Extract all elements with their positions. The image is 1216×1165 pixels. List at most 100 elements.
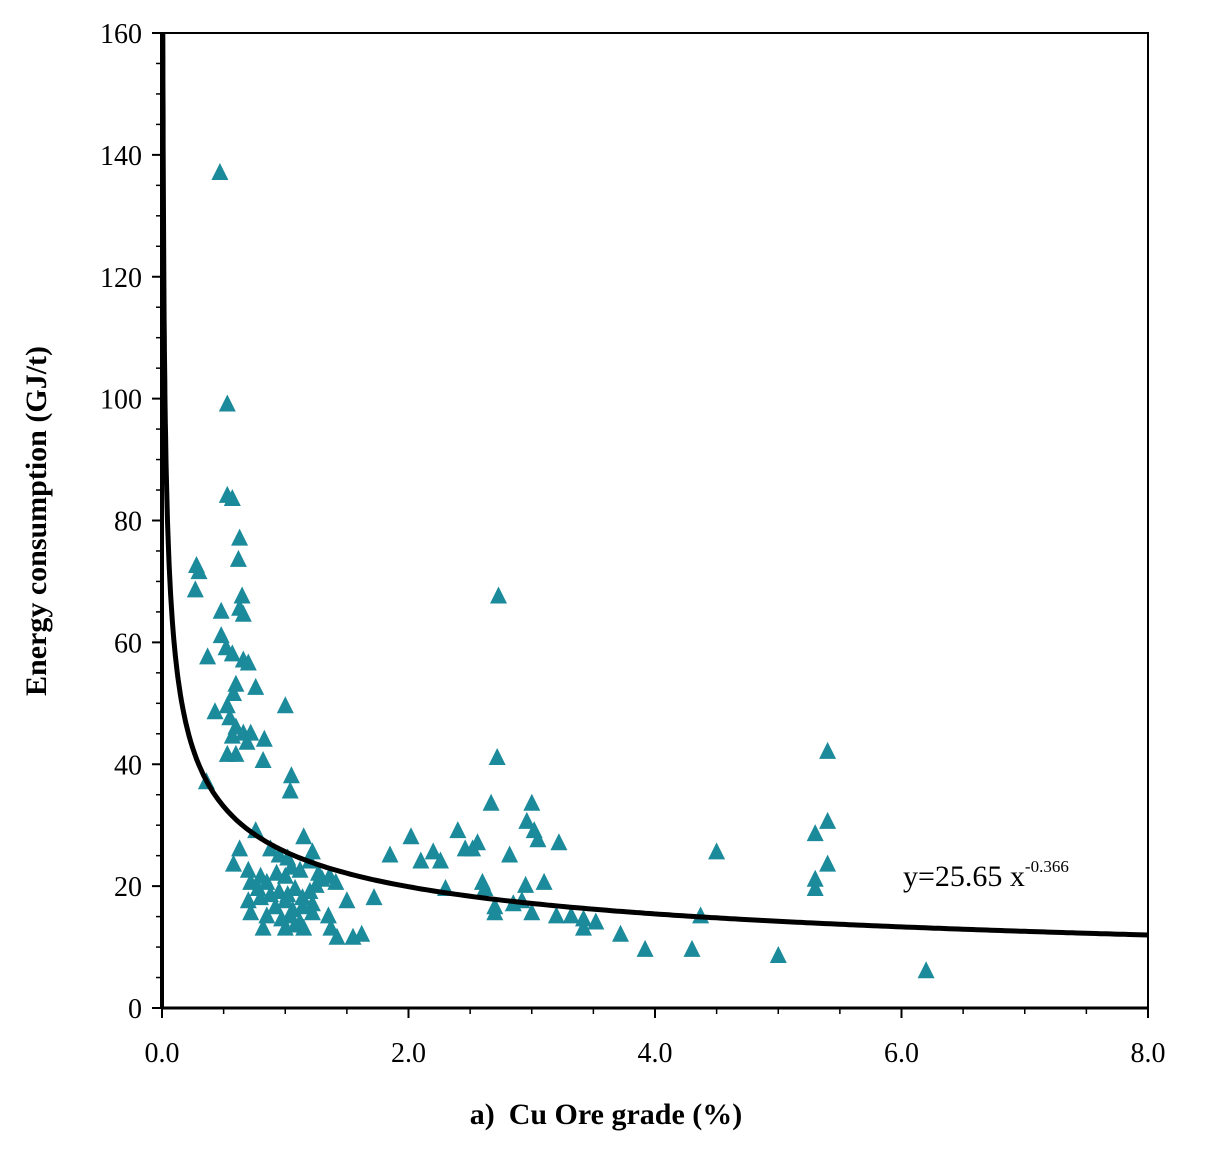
data-point-marker bbox=[402, 827, 420, 845]
data-point-marker bbox=[295, 827, 313, 845]
data-point-marker bbox=[225, 854, 242, 872]
data-point-marker bbox=[276, 696, 294, 714]
data-point-marker bbox=[917, 961, 935, 979]
x-tick-label: 4.0 bbox=[638, 1038, 673, 1069]
data-point-marker bbox=[262, 839, 279, 857]
x-tick-label: 2.0 bbox=[391, 1038, 426, 1069]
data-point-marker bbox=[233, 586, 251, 604]
data-point-marker bbox=[806, 879, 824, 896]
data-point-marker bbox=[575, 909, 592, 927]
data-point-marker bbox=[486, 903, 504, 921]
data-point-marker bbox=[476, 879, 494, 896]
data-point-marker bbox=[353, 924, 371, 942]
data-point-marker bbox=[255, 729, 273, 747]
data-point-marker bbox=[238, 732, 256, 750]
x-axis-title: a) Cu Ore grade (%) bbox=[470, 1098, 743, 1131]
data-point-marker bbox=[535, 872, 553, 890]
data-point-marker bbox=[327, 872, 345, 890]
data-point-marker bbox=[206, 702, 224, 720]
y-tick-label: 140 bbox=[100, 141, 142, 172]
equation-base: y=25.65 x bbox=[903, 860, 1025, 893]
data-point-marker bbox=[254, 918, 272, 936]
data-point-marker bbox=[381, 845, 399, 863]
y-tick-label: 100 bbox=[100, 385, 142, 416]
data-point-marker bbox=[212, 601, 230, 619]
data-point-marker bbox=[227, 744, 245, 762]
data-point-marker bbox=[338, 891, 356, 909]
y-axis-title: Energy consumption (GJ/t) bbox=[20, 346, 53, 696]
trend-line bbox=[160, 32, 1149, 938]
data-point-marker bbox=[322, 918, 340, 936]
data-point-marker bbox=[501, 845, 519, 863]
data-point-marker bbox=[412, 851, 430, 869]
data-point-marker bbox=[247, 677, 265, 695]
data-point-marker bbox=[239, 860, 257, 878]
data-point-marker bbox=[276, 891, 294, 909]
tick-labels: 0 20 40 60 80 100 120 140 160 0.0 2.0 4.0 6.0 8.0 bbox=[100, 19, 1166, 1069]
data-point-marker bbox=[482, 793, 500, 811]
data-point-marker bbox=[212, 626, 230, 644]
y-tick-label: 20 bbox=[114, 872, 142, 903]
data-point-marker bbox=[227, 674, 245, 692]
data-point-marker bbox=[295, 918, 313, 936]
y-tick-label: 160 bbox=[100, 19, 142, 50]
data-point-marker bbox=[612, 924, 629, 942]
x-tick-label: 6.0 bbox=[884, 1038, 919, 1069]
data-point-marker bbox=[523, 793, 541, 811]
x-axis-title-text: Cu Ore grade (%) bbox=[509, 1098, 743, 1131]
data-point-marker bbox=[221, 708, 239, 726]
data-point-marker bbox=[424, 842, 442, 860]
data-point-marker bbox=[291, 860, 309, 878]
trendline-equation: y=25.65 x-0.366 bbox=[903, 857, 1069, 893]
data-point-marker bbox=[529, 830, 547, 848]
data-point-marker bbox=[223, 489, 241, 506]
data-point-marker bbox=[469, 833, 486, 851]
data-point-marker bbox=[587, 912, 605, 930]
y-tick-label: 80 bbox=[114, 507, 142, 538]
data-point-marker bbox=[225, 684, 242, 701]
data-point-marker bbox=[550, 833, 568, 851]
data-point-marker bbox=[239, 891, 257, 909]
data-point-marker bbox=[286, 879, 304, 896]
data-point-marker bbox=[636, 939, 654, 957]
data-point-marker bbox=[365, 888, 383, 906]
data-point-marker bbox=[218, 394, 236, 412]
data-point-marker bbox=[231, 528, 249, 546]
data-point-marker bbox=[683, 939, 701, 957]
data-point-marker bbox=[303, 894, 321, 912]
data-point-marker bbox=[211, 163, 229, 180]
data-point-marker bbox=[518, 811, 536, 829]
data-point-marker bbox=[294, 888, 311, 906]
data-point-marker bbox=[266, 897, 284, 915]
data-point-marker bbox=[242, 903, 260, 921]
data-point-marker bbox=[769, 946, 787, 963]
equation-exponent: -0.366 bbox=[1025, 857, 1069, 876]
data-point-marker bbox=[575, 918, 592, 936]
data-point-marker bbox=[328, 927, 346, 945]
data-point-marker bbox=[239, 653, 257, 671]
y-tick-label: 40 bbox=[114, 750, 142, 781]
data-point-marker bbox=[276, 866, 294, 884]
data-point-marker bbox=[282, 766, 300, 784]
data-point-marker bbox=[190, 562, 208, 580]
data-point-marker bbox=[218, 696, 236, 714]
data-point-marker bbox=[449, 821, 467, 839]
data-point-marker bbox=[242, 723, 260, 741]
data-point-marker bbox=[806, 824, 824, 842]
data-point-marker bbox=[281, 781, 299, 799]
data-point-marker bbox=[319, 906, 337, 924]
data-point-marker bbox=[819, 854, 837, 872]
data-point-marker bbox=[231, 839, 249, 857]
y-tick-label: 60 bbox=[114, 628, 142, 659]
data-point-marker bbox=[819, 811, 837, 829]
data-point-marker bbox=[303, 903, 321, 921]
x-axis-title-prefix: a) bbox=[470, 1098, 495, 1131]
data-point-marker bbox=[229, 549, 247, 567]
data-point-marker bbox=[490, 586, 507, 604]
y-tick-label: 120 bbox=[100, 263, 142, 294]
data-point-marker bbox=[258, 906, 276, 924]
data-point-marker bbox=[547, 906, 565, 924]
data-point-marker bbox=[523, 903, 541, 921]
data-point-marker bbox=[806, 869, 824, 887]
